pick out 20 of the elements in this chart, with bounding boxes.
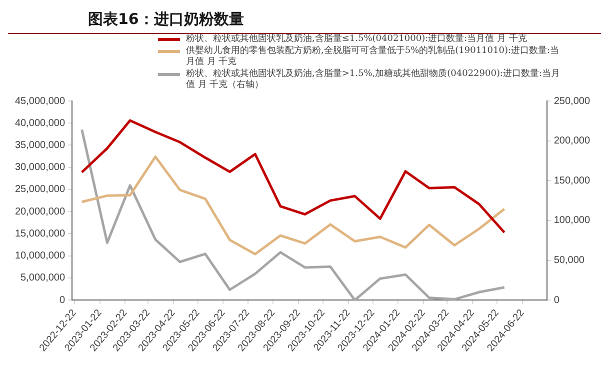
y-tick-label: 25,000,000 [14,184,66,196]
y2-tick-label: 100,000 [554,215,590,226]
y-tick-label: 30,000,000 [14,162,66,174]
y2-tick-label: 150,000 [554,175,590,186]
y-tick-label: 40,000,000 [14,118,66,129]
y2-tick-label: 50,000 [554,255,585,266]
y-tick-label: 5,000,000 [20,272,66,284]
y-tick-label: 20,000,000 [14,206,66,218]
y-tick-label: 10,000,000 [14,250,66,262]
y-tick-label: 15,000,000 [14,228,66,240]
y2-tick-label: 0 [554,294,560,306]
y-tick-label: 45,000,000 [14,96,66,107]
legend-label: 供婴幼儿食用的零售包装配方奶粉,全脱脂可可含量低于5%的乳制品(19011010):进口数量:当月值 月 千克 [186,46,560,68]
legend-label: 粉状、粒状或其他固状乳及奶油,含脂量≤1.5%(04021000):进口数量:当月值 月 千克 [186,34,527,45]
y-tick-label: 0 [59,294,66,306]
chart-title: 图表16：进口奶粉数量 [8,8,601,34]
y2-tick-label: 200,000 [554,136,590,147]
y-tick-label: 35,000,000 [14,140,66,151]
legend-label: 粉状、粒状或其他固状乳及奶油,含脂量>1.5%,加糖或其他甜物质(04022900):进口数量:当月值 月 千克（右轴） [186,69,561,91]
y2-tick-label: 250,000 [554,96,590,107]
